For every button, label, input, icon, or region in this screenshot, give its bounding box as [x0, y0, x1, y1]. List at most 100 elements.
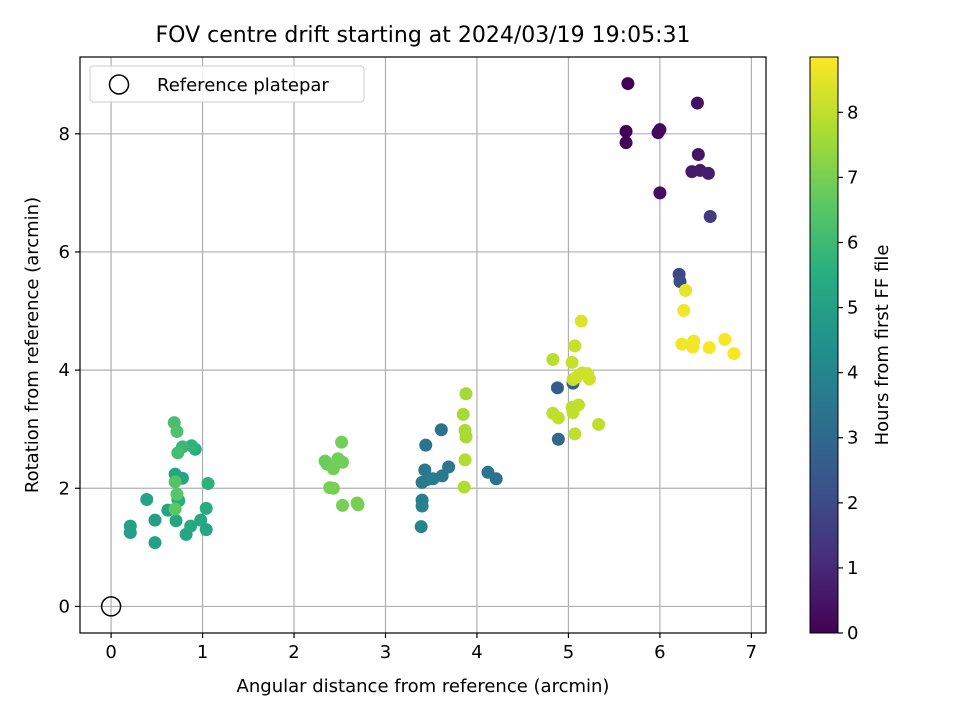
data-point: [457, 480, 471, 494]
colorbar-tick-label: 6: [847, 232, 858, 253]
data-point: [140, 492, 154, 506]
data-point: [414, 520, 428, 534]
data-point: [653, 186, 667, 200]
x-tick-label: 7: [746, 642, 757, 663]
data-point: [702, 341, 716, 355]
data-point: [489, 472, 503, 486]
data-point: [415, 499, 429, 513]
data-point: [690, 96, 704, 110]
colorbar-tick-label: 7: [847, 167, 858, 188]
x-tick-label: 4: [471, 642, 482, 663]
data-point: [571, 398, 585, 412]
data-point: [675, 337, 689, 351]
data-point: [619, 136, 633, 150]
data-point: [592, 417, 606, 431]
x-axis-label: Angular distance from reference (arcmin): [237, 676, 610, 697]
x-tick-label: 3: [380, 642, 391, 663]
data-point: [546, 352, 560, 366]
data-point: [326, 462, 340, 476]
data-point: [419, 438, 433, 452]
colorbar-tick-label: 4: [847, 363, 858, 384]
y-tick-label: 8: [59, 124, 70, 145]
reference-platepar-marker: [100, 596, 122, 617]
data-point: [169, 514, 183, 528]
data-point: [336, 498, 350, 512]
data-point: [168, 475, 182, 489]
data-point: [582, 372, 596, 386]
data-point: [727, 347, 741, 361]
data-point: [687, 334, 701, 348]
data-point: [194, 513, 208, 527]
data-point: [326, 481, 340, 495]
legend-marker-icon: [108, 74, 130, 95]
x-axis: 0 1 2 3 4 5 6 7: [105, 633, 757, 663]
y-tick-label: 0: [59, 596, 70, 617]
legend: Reference platepar: [89, 65, 365, 103]
data-point: [703, 210, 717, 224]
colorbar: 0 1 2 3 4 5 6 7 8 Hours from first FF file: [809, 56, 893, 644]
data-point: [677, 303, 691, 317]
data-point: [551, 432, 565, 446]
data-point: [619, 124, 633, 138]
data-point: [336, 455, 350, 469]
data-point: [458, 453, 472, 467]
data-point: [550, 381, 564, 395]
data-point: [691, 147, 705, 161]
data-point: [351, 498, 365, 512]
colorbar-tick-label: 5: [847, 298, 858, 319]
data-point: [148, 536, 162, 550]
colorbar-tick-label: 8: [847, 102, 858, 123]
data-point: [168, 502, 182, 516]
grid-lines: [80, 57, 766, 633]
data-point: [434, 423, 448, 437]
x-tick-label: 6: [654, 642, 665, 663]
data-point: [184, 519, 198, 533]
legend-label: Reference platepar: [157, 75, 329, 96]
data-point: [459, 430, 473, 444]
data-point: [621, 77, 635, 91]
chart-title: FOV centre drift starting at 2024/03/19 …: [156, 23, 691, 48]
data-point: [170, 487, 184, 501]
data-point: [565, 355, 579, 369]
data-point: [551, 411, 565, 425]
plot-frame: [79, 56, 767, 634]
colorbar-tick-label: 1: [847, 558, 858, 579]
data-point: [568, 339, 582, 353]
y-tick-label: 4: [59, 360, 70, 381]
data-point: [718, 332, 732, 346]
colorbar-tick-label: 0: [847, 623, 858, 644]
y-axis-label: Rotation from reference (arcmin): [22, 197, 43, 493]
x-tick-label: 2: [288, 642, 299, 663]
data-point: [171, 446, 185, 460]
data-point: [335, 435, 349, 449]
data-point: [679, 283, 693, 297]
data-point: [148, 513, 162, 527]
x-tick-label: 1: [197, 642, 208, 663]
y-tick-label: 2: [59, 478, 70, 499]
x-tick-label: 0: [105, 642, 116, 663]
data-point: [456, 407, 470, 421]
colorbar-tick-label: 2: [847, 493, 858, 514]
y-tick-label: 6: [59, 242, 70, 263]
data-point: [574, 314, 588, 328]
data-point: [701, 166, 715, 180]
data-point: [442, 460, 456, 474]
x-tick-label: 5: [563, 642, 574, 663]
colorbar-label: Hours from first FF file: [872, 245, 893, 446]
y-axis: 0 2 4 6 8: [59, 124, 80, 617]
colorbar-gradient: [809, 56, 839, 634]
data-point: [199, 501, 213, 515]
legend-box: [89, 65, 365, 103]
reference-marker-layer: [100, 596, 122, 617]
colorbar-tick-label: 3: [847, 428, 858, 449]
data-point: [459, 387, 473, 401]
data-point: [568, 427, 582, 441]
data-point: [170, 425, 184, 439]
data-points: [123, 77, 741, 550]
colorbar-ticks: 0 1 2 3 4 5 6 7 8: [838, 102, 858, 644]
data-point: [201, 477, 215, 491]
data-point: [123, 526, 137, 540]
data-point: [653, 123, 667, 137]
data-point: [199, 523, 213, 537]
